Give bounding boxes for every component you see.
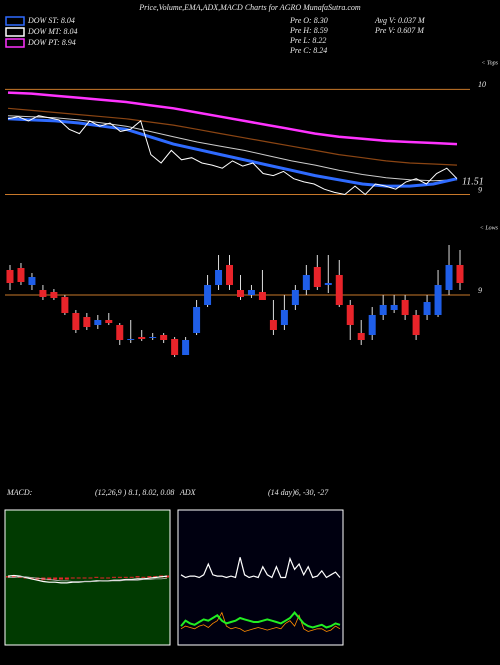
candle-body bbox=[302, 275, 310, 290]
histogram-bar bbox=[94, 576, 99, 578]
stat-label: Pre C: 8.24 bbox=[289, 46, 327, 55]
histogram-bar bbox=[129, 576, 134, 578]
stat-label: Pre V: 0.607 M bbox=[374, 26, 425, 35]
series-line bbox=[180, 556, 341, 579]
candle-body bbox=[434, 285, 442, 315]
y-tick-label: 9 bbox=[478, 185, 482, 194]
candle-body bbox=[390, 305, 398, 310]
series-line bbox=[7, 115, 458, 182]
candle-body bbox=[28, 277, 36, 285]
candle-body bbox=[291, 290, 299, 305]
candle-body bbox=[247, 290, 255, 295]
candle-body bbox=[127, 339, 135, 340]
stat-label: Pre L: 8.22 bbox=[289, 36, 326, 45]
candle-body bbox=[72, 313, 80, 330]
chart-title: Price,Volume,EMA,ADX,MACD Charts for AGR… bbox=[138, 3, 361, 12]
histogram-bar bbox=[147, 576, 152, 578]
series-line bbox=[8, 576, 168, 582]
annotation: 11.51 bbox=[462, 176, 484, 187]
candle-body bbox=[61, 297, 69, 313]
candle-body bbox=[39, 290, 47, 297]
candle-body bbox=[412, 315, 420, 335]
candle-body bbox=[346, 305, 354, 325]
panel-background bbox=[177, 509, 344, 646]
candle-body bbox=[138, 337, 146, 339]
candle-body bbox=[149, 337, 157, 338]
series-line bbox=[180, 611, 341, 632]
candle-body bbox=[456, 265, 464, 283]
candle-body bbox=[269, 320, 277, 330]
histogram-bar bbox=[59, 577, 63, 580]
histogram-bar bbox=[88, 577, 93, 579]
candle-body bbox=[17, 268, 25, 282]
candle-body bbox=[423, 302, 431, 315]
annotation: < Tops bbox=[481, 60, 498, 66]
legend-label: DOW MT: 8.04 bbox=[27, 27, 78, 36]
histogram-bar bbox=[64, 577, 69, 580]
series-line bbox=[7, 91, 458, 146]
histogram-bar bbox=[153, 576, 158, 578]
histogram-bar bbox=[6, 576, 10, 578]
histogram-bar bbox=[47, 577, 52, 581]
candle-body bbox=[280, 310, 288, 325]
panel-subtitle: (14 day)6, -30, -27 bbox=[268, 488, 329, 497]
series-line bbox=[7, 115, 458, 196]
candle-body bbox=[182, 340, 190, 355]
candle-body bbox=[379, 305, 387, 315]
histogram-bar bbox=[100, 577, 105, 579]
candle-body bbox=[83, 317, 91, 327]
panel-subtitle: (12,26,9 ) 8.1, 8.02, 0.08 bbox=[95, 488, 174, 497]
stat-label: Pre H: 8.59 bbox=[289, 26, 328, 35]
histogram-bar bbox=[135, 576, 140, 578]
panel-title: ADX bbox=[179, 488, 197, 497]
candle-body bbox=[335, 275, 343, 305]
panel-title: MACD: bbox=[6, 488, 33, 497]
candle-body bbox=[50, 292, 58, 298]
candle-body bbox=[445, 265, 453, 290]
histogram-bar bbox=[112, 576, 116, 578]
histogram-bar bbox=[82, 577, 87, 579]
series-line bbox=[7, 107, 458, 166]
legend-swatch bbox=[5, 27, 25, 37]
stat-label: Avg V: 0.037 M bbox=[374, 16, 426, 25]
candle-body bbox=[401, 300, 409, 315]
candle-body bbox=[160, 335, 168, 340]
histogram-bar bbox=[17, 576, 22, 578]
candle-body bbox=[116, 325, 124, 340]
candle-body bbox=[357, 333, 365, 340]
histogram-bar bbox=[29, 577, 34, 579]
candle-body bbox=[236, 290, 244, 297]
y-tick-label: 10 bbox=[478, 80, 486, 89]
candle-body bbox=[324, 283, 332, 285]
histogram-bar bbox=[76, 577, 81, 579]
candle-body bbox=[105, 320, 113, 323]
candle-body bbox=[6, 270, 14, 283]
legend-swatch bbox=[5, 38, 25, 48]
legend-label: DOW PT: 8.94 bbox=[27, 38, 76, 47]
candle-body bbox=[226, 265, 234, 285]
stat-label: Pre O: 8.30 bbox=[289, 16, 328, 25]
candle-body bbox=[313, 267, 321, 287]
candle-body bbox=[215, 270, 223, 285]
histogram-bar bbox=[123, 576, 128, 578]
candle-body bbox=[171, 339, 179, 355]
histogram-bar bbox=[11, 575, 16, 578]
legend-label: DOW ST: 8.04 bbox=[27, 16, 75, 25]
y-tick-label: 9 bbox=[478, 286, 482, 295]
series-line bbox=[180, 611, 341, 629]
histogram-bar bbox=[117, 576, 122, 578]
histogram-bar bbox=[141, 576, 146, 578]
annotation: < Lows bbox=[480, 225, 499, 231]
legend-swatch bbox=[5, 16, 25, 26]
histogram-bar bbox=[70, 577, 75, 579]
candle-body bbox=[193, 307, 201, 333]
candle-body bbox=[368, 315, 376, 335]
histogram-bar bbox=[53, 577, 58, 580]
candle-body bbox=[204, 285, 212, 305]
histogram-bar bbox=[106, 577, 111, 579]
candle-body bbox=[258, 292, 266, 300]
candle-body bbox=[94, 320, 102, 325]
